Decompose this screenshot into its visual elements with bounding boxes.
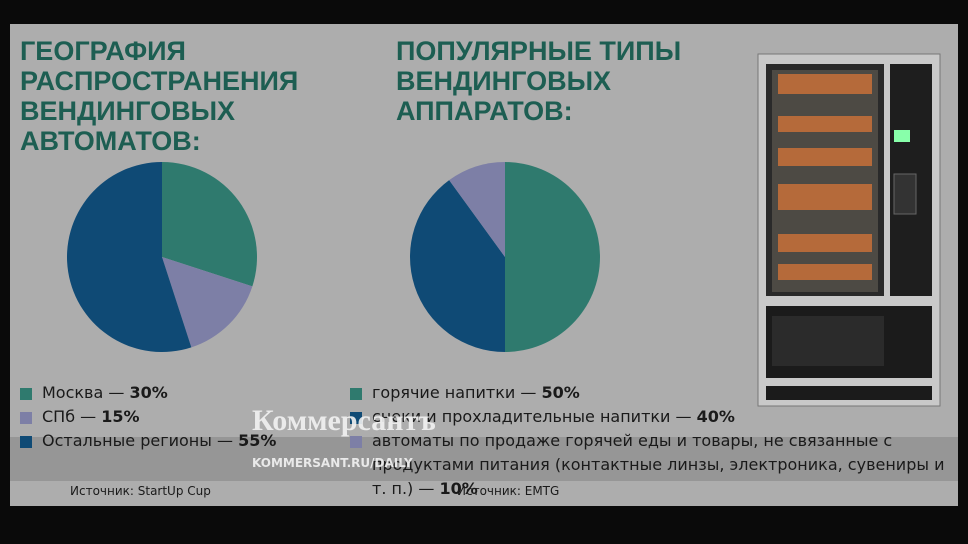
- legend-label: горячие напитки: [372, 383, 516, 402]
- legend-value: 15%: [101, 407, 140, 426]
- legend-separator: —: [108, 383, 125, 402]
- legend-value: 50%: [541, 383, 580, 402]
- legend-label: автоматы по продаже горячей еды и товары…: [372, 431, 945, 498]
- legend-value: 55%: [238, 431, 277, 450]
- legend-item: СПб — 15%: [20, 405, 340, 429]
- legend: горячие напитки — 50% снеки и прохладител…: [350, 381, 948, 501]
- legend-item: автоматы по продаже горячей еды и товары…: [350, 429, 948, 501]
- legend-swatch: [350, 436, 362, 448]
- vending-machine: [757, 53, 941, 407]
- legend-value: 10%: [439, 479, 478, 498]
- charts: [67, 53, 941, 407]
- source: Источник: EMTG: [457, 484, 560, 498]
- legend-value: 40%: [696, 407, 735, 426]
- pie-slice: [410, 180, 505, 352]
- legend-swatch: [20, 436, 32, 448]
- watermark-url: KOMMERSANT.RU/DAILY: [252, 456, 413, 470]
- legend-separator: —: [80, 407, 97, 426]
- pie-slice: [505, 162, 600, 352]
- pie-slice: [162, 162, 257, 287]
- legend-separator: —: [520, 383, 537, 402]
- legend-swatch: [20, 412, 32, 424]
- legend-separator: —: [675, 407, 692, 426]
- legend-swatch: [350, 388, 362, 400]
- legend-label: снеки и прохладительные напитки: [372, 407, 671, 426]
- legend-item: снеки и прохладительные напитки — 40%: [350, 405, 948, 429]
- legend-swatch: [20, 388, 32, 400]
- watermark-brand: Коммерсантъ: [252, 404, 436, 437]
- legend-separator: —: [418, 479, 435, 498]
- legend-item: горячие напитки — 50%: [350, 381, 948, 405]
- infographic: ГЕОГРАФИЯ РАСПРОСТРАНЕНИЯ ВЕНДИНГОВЫХ АВ…: [10, 24, 958, 506]
- legend-item: Москва — 30%: [20, 381, 340, 405]
- legend-label: Остальные регионы: [42, 431, 212, 450]
- chart-title: ПОПУЛЯРНЫЕ ТИПЫ ВЕНДИНГОВЫХ АППАРАТОВ:: [396, 36, 682, 126]
- legend-value: 30%: [129, 383, 168, 402]
- chart-title: ГЕОГРАФИЯ РАСПРОСТРАНЕНИЯ ВЕНДИНГОВЫХ АВ…: [20, 36, 299, 156]
- pie-slice: [67, 162, 192, 352]
- source: Источник: StartUp Cup: [70, 484, 211, 498]
- pie-slice: [162, 257, 253, 348]
- watermark-band: [10, 437, 958, 481]
- pie-slice: [449, 162, 505, 257]
- legend-swatch: [350, 412, 362, 424]
- legend: Москва — 30% СПб — 15% Остальные регионы —…: [20, 381, 340, 453]
- legend-label: Москва: [42, 383, 104, 402]
- legend-item: Остальные регионы — 55%: [20, 429, 340, 453]
- legend-label: СПб: [42, 407, 76, 426]
- legend-separator: —: [216, 431, 233, 450]
